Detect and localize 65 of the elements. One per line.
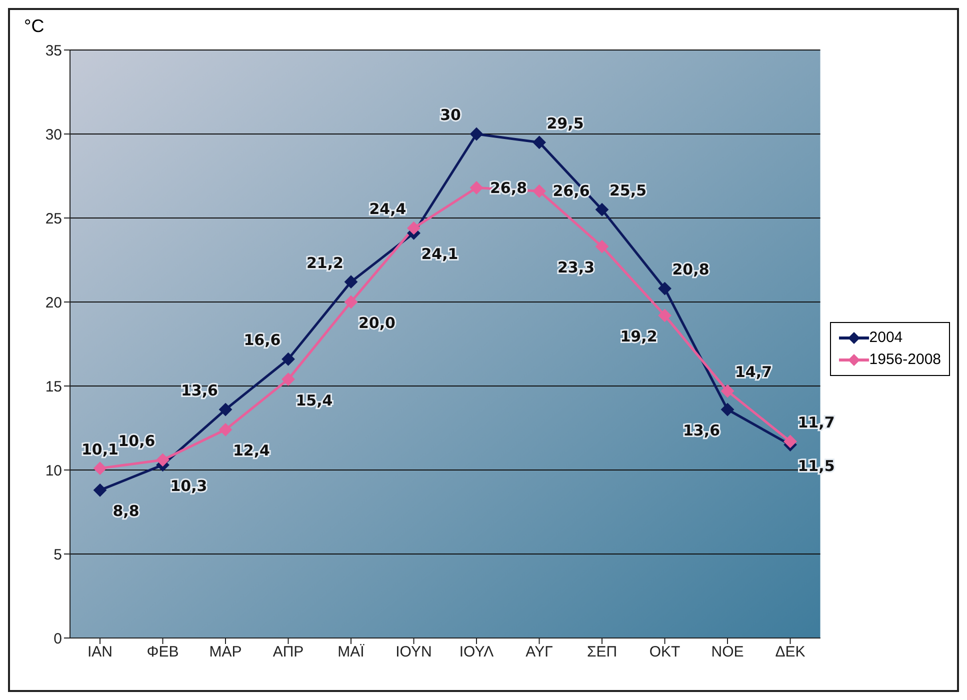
- data-label: 29,5: [546, 114, 584, 132]
- point: [784, 434, 797, 448]
- y-tick-label: 35: [45, 42, 62, 60]
- data-label: 20,0: [358, 314, 396, 332]
- x-tick-label: ΜΑΪ: [338, 644, 366, 661]
- x-tick-label: ΝΟΕ: [711, 644, 744, 661]
- x-tick-label: ΔΕΚ: [775, 644, 806, 661]
- point: [658, 282, 672, 296]
- point: [156, 453, 170, 466]
- point: [94, 484, 106, 497]
- x-tick-label: ΟΚΤ: [649, 644, 680, 661]
- y-tick-label: 25: [45, 210, 62, 228]
- data-label: 15,4: [296, 391, 333, 410]
- point: [407, 222, 420, 235]
- point: [470, 128, 484, 140]
- data-label: 25,5: [610, 182, 647, 200]
- data-label: 10,3: [170, 476, 208, 495]
- y-tick-label: 5: [54, 546, 62, 564]
- point: [532, 184, 546, 198]
- x-tick-label: ΙΟΥΛ: [459, 644, 494, 661]
- point: [282, 372, 295, 386]
- legend-label: 2004: [869, 328, 903, 348]
- data-label: 20,8: [672, 260, 710, 279]
- point: [721, 384, 734, 398]
- data-label: 30: [440, 106, 461, 124]
- data-label: 24,1: [421, 245, 458, 264]
- data-label: 23,3: [558, 258, 595, 277]
- data-label: 26,8: [490, 178, 528, 197]
- x-tick-label: ΙΑΝ: [87, 644, 113, 661]
- data-label: 14,7: [735, 363, 772, 382]
- y-axis-title: °C: [24, 16, 44, 37]
- x-tick-label: ΜΑΡ: [209, 644, 242, 661]
- data-label: 10,1: [81, 440, 119, 458]
- data-label: 24,4: [369, 200, 406, 218]
- x-tick-label: ΙΟΥΝ: [396, 644, 432, 661]
- x-tick-label: ΣΕΠ: [586, 644, 618, 661]
- point: [344, 296, 358, 308]
- x-tick-label: ΑΠΡ: [272, 644, 304, 661]
- y-tick-label: 0: [54, 630, 62, 648]
- point: [282, 352, 295, 366]
- data-label: 10,6: [118, 432, 156, 450]
- point: [721, 403, 734, 416]
- data-label: 12,4: [232, 442, 270, 460]
- point: [596, 240, 609, 254]
- point: [219, 423, 232, 436]
- point: [470, 181, 484, 194]
- point: [658, 308, 672, 322]
- point: [596, 203, 609, 216]
- legend-label: 1956-2008: [869, 350, 941, 370]
- point: [344, 275, 358, 288]
- point: [94, 462, 106, 475]
- data-label: 21,2: [306, 254, 344, 272]
- data-label: 16,6: [244, 331, 281, 350]
- point: [219, 403, 232, 416]
- y-tick-label: 20: [45, 294, 62, 312]
- point: [532, 136, 546, 149]
- x-tick-label: ΦΕΒ: [146, 644, 179, 661]
- data-label: 13,6: [683, 422, 720, 440]
- y-tick-label: 15: [45, 378, 62, 396]
- data-label: 19,2: [620, 327, 658, 346]
- data-label: 13,6: [180, 382, 218, 400]
- data-label: 8,8: [112, 502, 140, 520]
- y-tick-label: 10: [45, 462, 62, 480]
- y-tick-label: 30: [45, 126, 62, 144]
- x-tick-label: ΑΥΓ: [526, 644, 553, 661]
